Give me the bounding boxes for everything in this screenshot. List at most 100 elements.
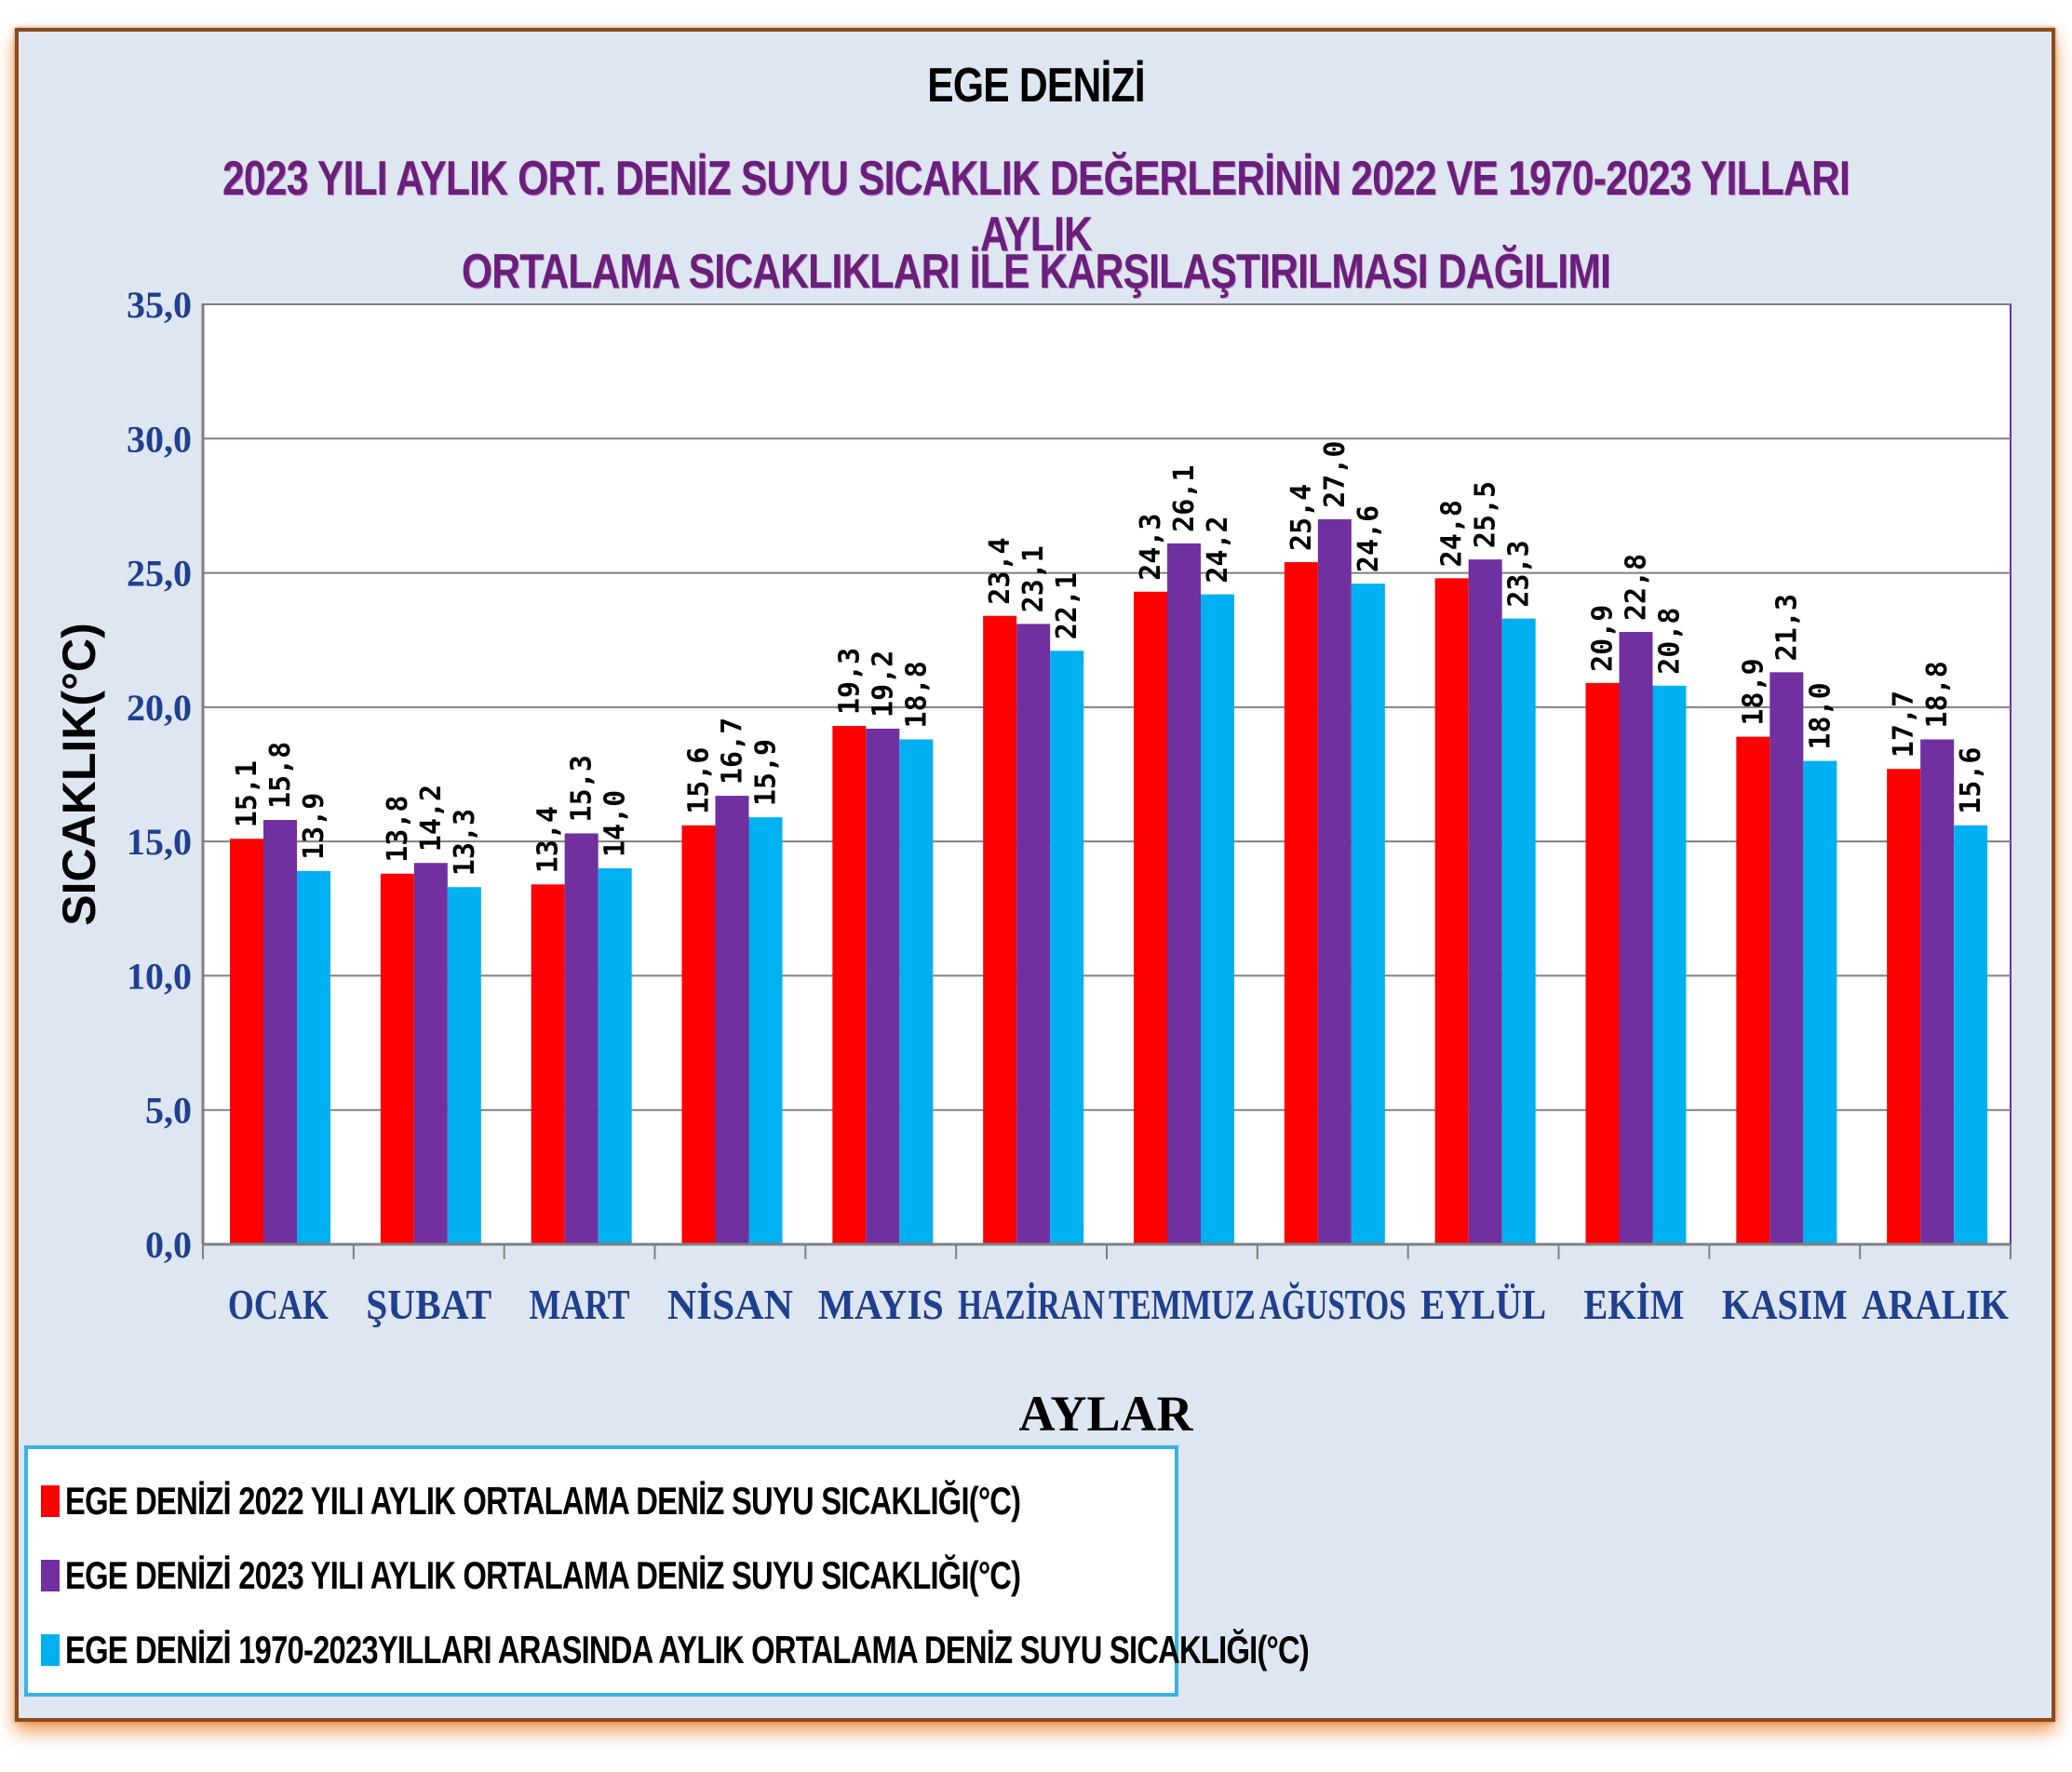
data-label: 16,7 [717,718,749,785]
bar [1501,618,1536,1244]
y-tick-label: 15,0 [127,821,192,863]
x-tick-label: AĞUSTOS [1259,1281,1406,1328]
y-tick-label: 20,0 [127,687,192,729]
data-label: 15,9 [750,739,783,806]
y-tick-label: 35,0 [127,284,192,326]
data-label: 24,2 [1202,516,1234,583]
y-tick-label: 10,0 [127,955,192,997]
y-tick-label: 0,0 [145,1224,192,1266]
data-label: 18,0 [1804,682,1837,749]
data-label: 22,1 [1051,572,1083,639]
data-labels: 15,1 15,813,9 13,8 14,2 13,3 13,415,314,0 15,6… [231,441,1987,877]
bar [1050,651,1084,1244]
bar [1167,543,1201,1244]
legend-swatch-2023 [41,1560,60,1591]
data-label: 22,8 [1621,554,1653,621]
data-label: 21,3 [1770,594,1803,661]
x-tick-label: TEMMUZ [1109,1281,1256,1328]
legend-label-2022: EGE DENİZİ 2022 YILI AYLIK ORTALAMA DENİ… [65,1479,1021,1523]
data-label: 25,4 [1285,484,1318,551]
legend-swatch-1970-2023 [41,1634,60,1666]
chart-subtitle-line-2: ORTALAMA SICAKLIKLARI İLE KARŞILAŞTIRILM… [461,245,1611,299]
plot-area [202,303,2011,1245]
y-axis-label: SICAKLIK(°C) [53,623,105,926]
data-label: 18,8 [900,661,933,728]
data-label: 14,0 [599,790,632,857]
data-label: 13,4 [532,806,565,873]
x-tick-labels: OCAK ŞUBAT MART NİSAN MAYIS HAZİRAN TEMMUZ AĞUS… [202,1244,2011,1328]
bar [866,728,900,1244]
data-label: 23,3 [1503,540,1536,607]
x-tick-label: OCAK [228,1281,329,1328]
bar [447,887,481,1244]
bar [564,833,599,1244]
x-tick-label: ŞUBAT [366,1281,491,1328]
bar [748,817,783,1244]
data-label: 23,1 [1017,545,1050,612]
bar [531,884,565,1244]
bar [681,825,716,1244]
bar [1954,825,1988,1244]
data-label: 27,0 [1319,441,1352,508]
legend-label-2023: EGE DENİZİ 2023 YILI AYLIK ORTALAMA DENİ… [65,1553,1021,1597]
gridlines [203,303,2011,1111]
data-label: 14,2 [415,785,448,852]
chart-subtitle-line-1: 2023 YILI AYLIK ORT. DENİZ SUYU SICAKLIK… [222,152,1850,262]
legend-swatch-2022 [41,1485,60,1517]
bar [1803,760,1837,1244]
legend-label-1970-2023: EGE DENİZİ 1970-2023YILLARI ARASINDA AYL… [65,1628,1310,1671]
data-label: 17,7 [1888,691,1920,758]
bar [715,796,749,1244]
data-label: 23,4 [984,537,1016,604]
x-tick-label: HAZİRAN [958,1281,1105,1328]
legend: EGE DENİZİ 2022 YILI AYLIK ORTALAMA DENİ… [24,1445,1310,1697]
data-label: 18,8 [1921,661,1954,728]
data-label: 19,3 [833,648,866,715]
data-label: 26,1 [1168,465,1201,532]
data-label: 24,3 [1135,514,1167,581]
data-label: 18,9 [1737,658,1769,725]
bar [1351,584,1385,1244]
bars [230,518,1988,1244]
bar [1201,594,1234,1244]
bar [832,726,867,1244]
x-tick-label: MAYIS [818,1281,944,1328]
data-label: 24,6 [1352,505,1385,572]
bar [1585,682,1620,1244]
bar [380,873,414,1244]
bar [1468,559,1502,1244]
x-tick-label: MART [530,1281,630,1328]
x-axis-label: AYLAR [1018,1386,1193,1442]
data-label: 15,8 [264,742,297,809]
legend-item-1970-2023: EGE DENİZİ 1970-2023YILLARI ARASINDA AYL… [41,1622,1660,1678]
data-label: 15,6 [683,747,716,814]
bar [899,739,934,1244]
data-label: 19,2 [867,651,899,718]
bar [1434,578,1469,1244]
y-tick-label: 30,0 [127,418,192,460]
bar [413,863,448,1244]
bar [297,870,330,1244]
data-label: 24,8 [1436,500,1469,567]
chart-title: EGE DENİZİ [927,59,1145,113]
data-label: 15,6 [1955,747,1987,814]
bar [1134,591,1167,1244]
data-label: 13,3 [449,809,481,876]
data-label: 20,9 [1587,605,1620,672]
bar [1016,624,1051,1244]
data-label: 15,3 [566,755,599,822]
bar [1284,562,1318,1244]
x-tick-label: EYLÜL [1420,1281,1546,1328]
x-tick-label: KASIM [1722,1281,1848,1328]
bar [1317,518,1352,1244]
y-tick-label: 5,0 [145,1090,192,1132]
bar [598,868,632,1244]
data-label: 15,1 [231,760,263,827]
bar [983,615,1017,1244]
bar [263,820,297,1244]
legend-item-2023: EGE DENİZİ 2023 YILI AYLIK ORTALAMA DENİ… [41,1548,1290,1604]
bar [1920,739,1955,1244]
bar [1887,769,1921,1244]
x-tick-label: ARALIK [1862,1281,2009,1328]
